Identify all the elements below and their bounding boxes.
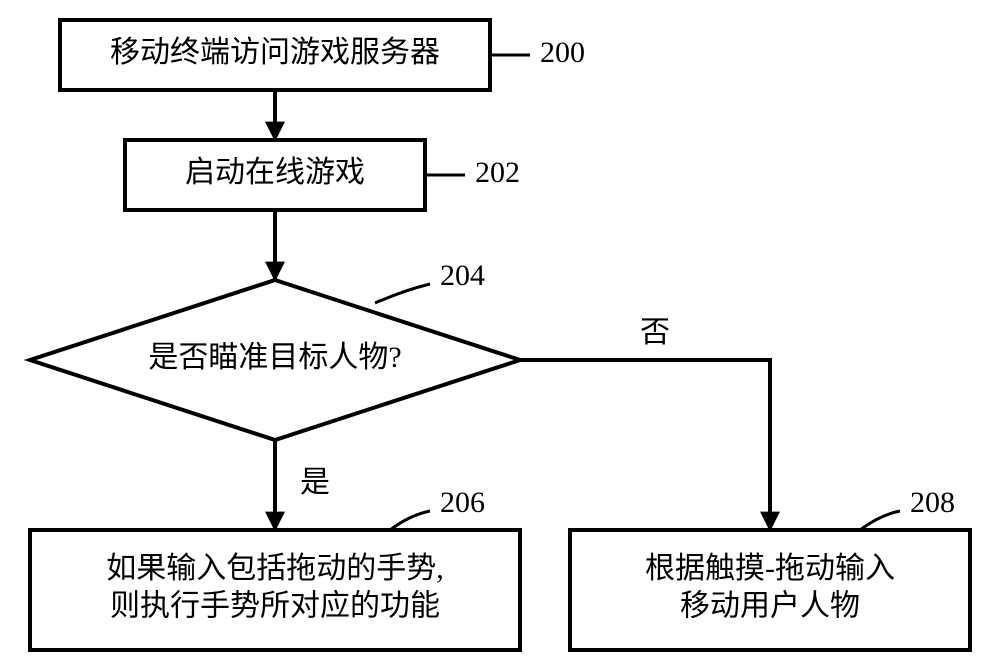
node-n202: 启动在线游戏 202 [125, 140, 520, 210]
node-n206-text: 则执行手势所对应的功能 [110, 590, 440, 623]
branch-no: 否 [640, 316, 670, 349]
node-n206-text: 如果输入包括拖动的手势, [106, 552, 444, 585]
node-n200-label: 200 [540, 36, 585, 69]
node-n208-text: 根据触摸-拖动输入 [645, 552, 895, 585]
node-n200-text: 移动终端访问游戏服务器 [110, 36, 440, 69]
node-n206-label: 206 [440, 486, 485, 519]
node-n202-text: 启动在线游戏 [185, 156, 365, 189]
node-n208-label: 208 [910, 486, 955, 519]
node-n204: 是否瞄准目标人物? 204 是 否 [30, 259, 670, 499]
node-n208-text: 移动用户人物 [680, 590, 860, 623]
node-n200: 移动终端访问游戏服务器 200 [60, 20, 585, 90]
branch-yes: 是 [300, 466, 330, 499]
edge-3 [520, 360, 770, 530]
node-n204-label: 204 [440, 259, 485, 292]
node-n204-text: 是否瞄准目标人物? [148, 341, 401, 374]
node-n202-label: 202 [475, 156, 520, 189]
